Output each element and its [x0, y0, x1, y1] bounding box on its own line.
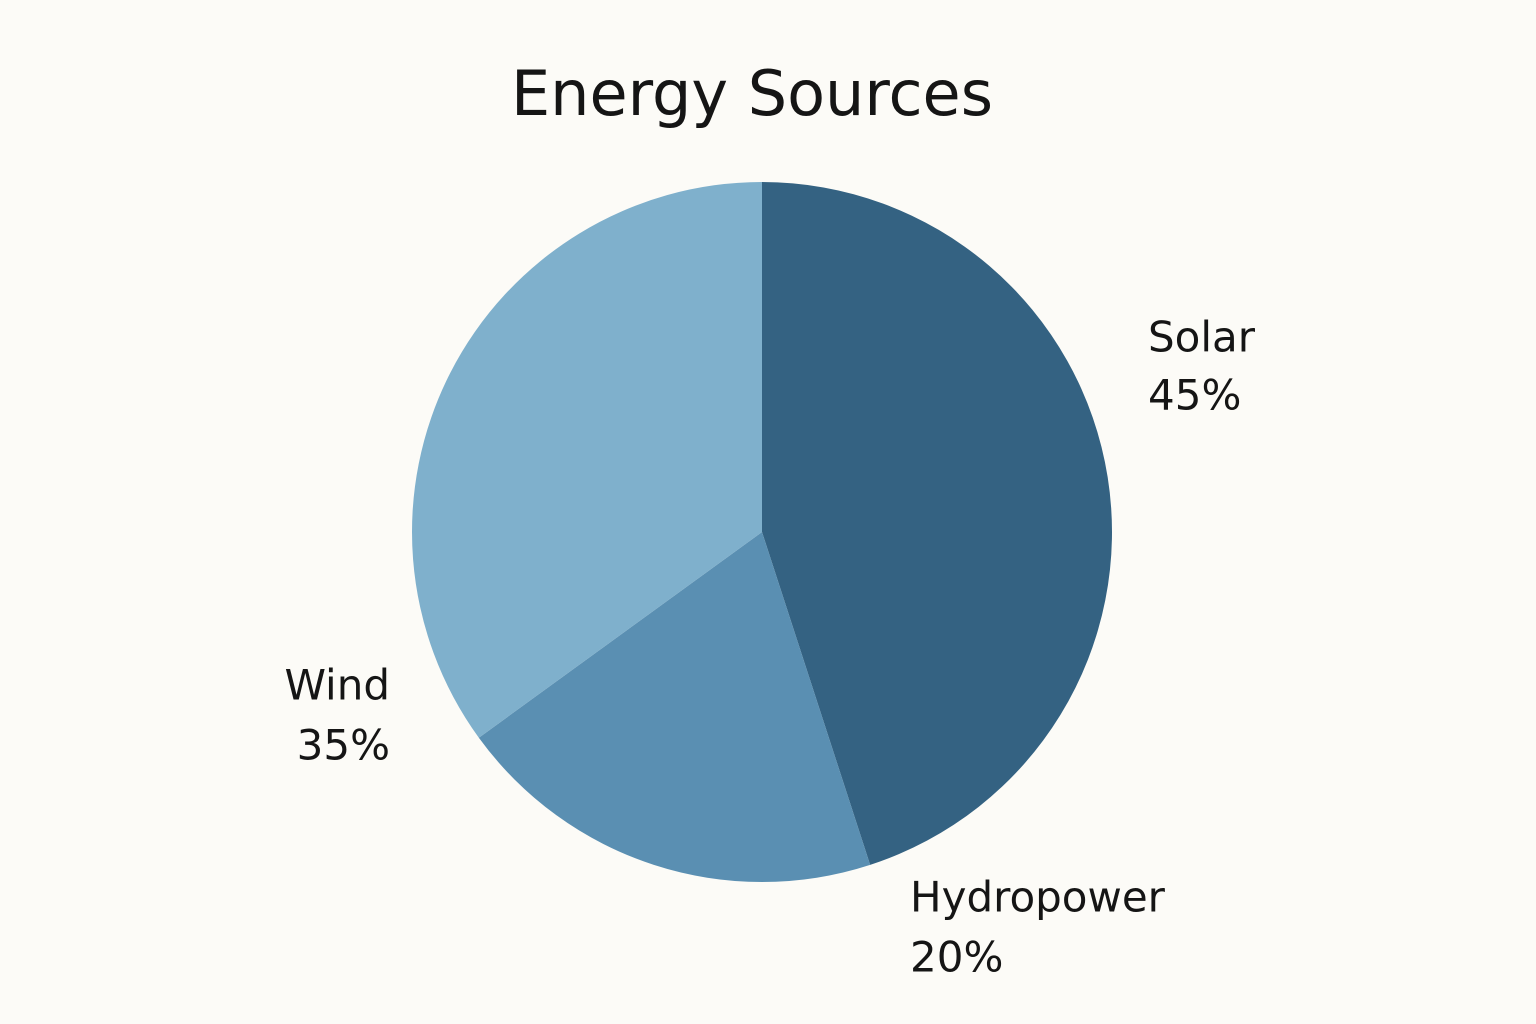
- slice-label: Solar: [1148, 313, 1256, 362]
- slice-label: Hydropower: [910, 873, 1166, 922]
- pie-slice: [762, 182, 1112, 865]
- pie-slice: [412, 182, 762, 738]
- slice-value-label: 45%: [1148, 371, 1241, 420]
- chart-title: Energy Sources: [511, 57, 993, 130]
- slice-value-label: 35%: [297, 721, 390, 770]
- pie-slice: [478, 532, 871, 882]
- slice-label: Wind: [284, 661, 390, 710]
- slice-value-label: 20%: [910, 933, 1003, 982]
